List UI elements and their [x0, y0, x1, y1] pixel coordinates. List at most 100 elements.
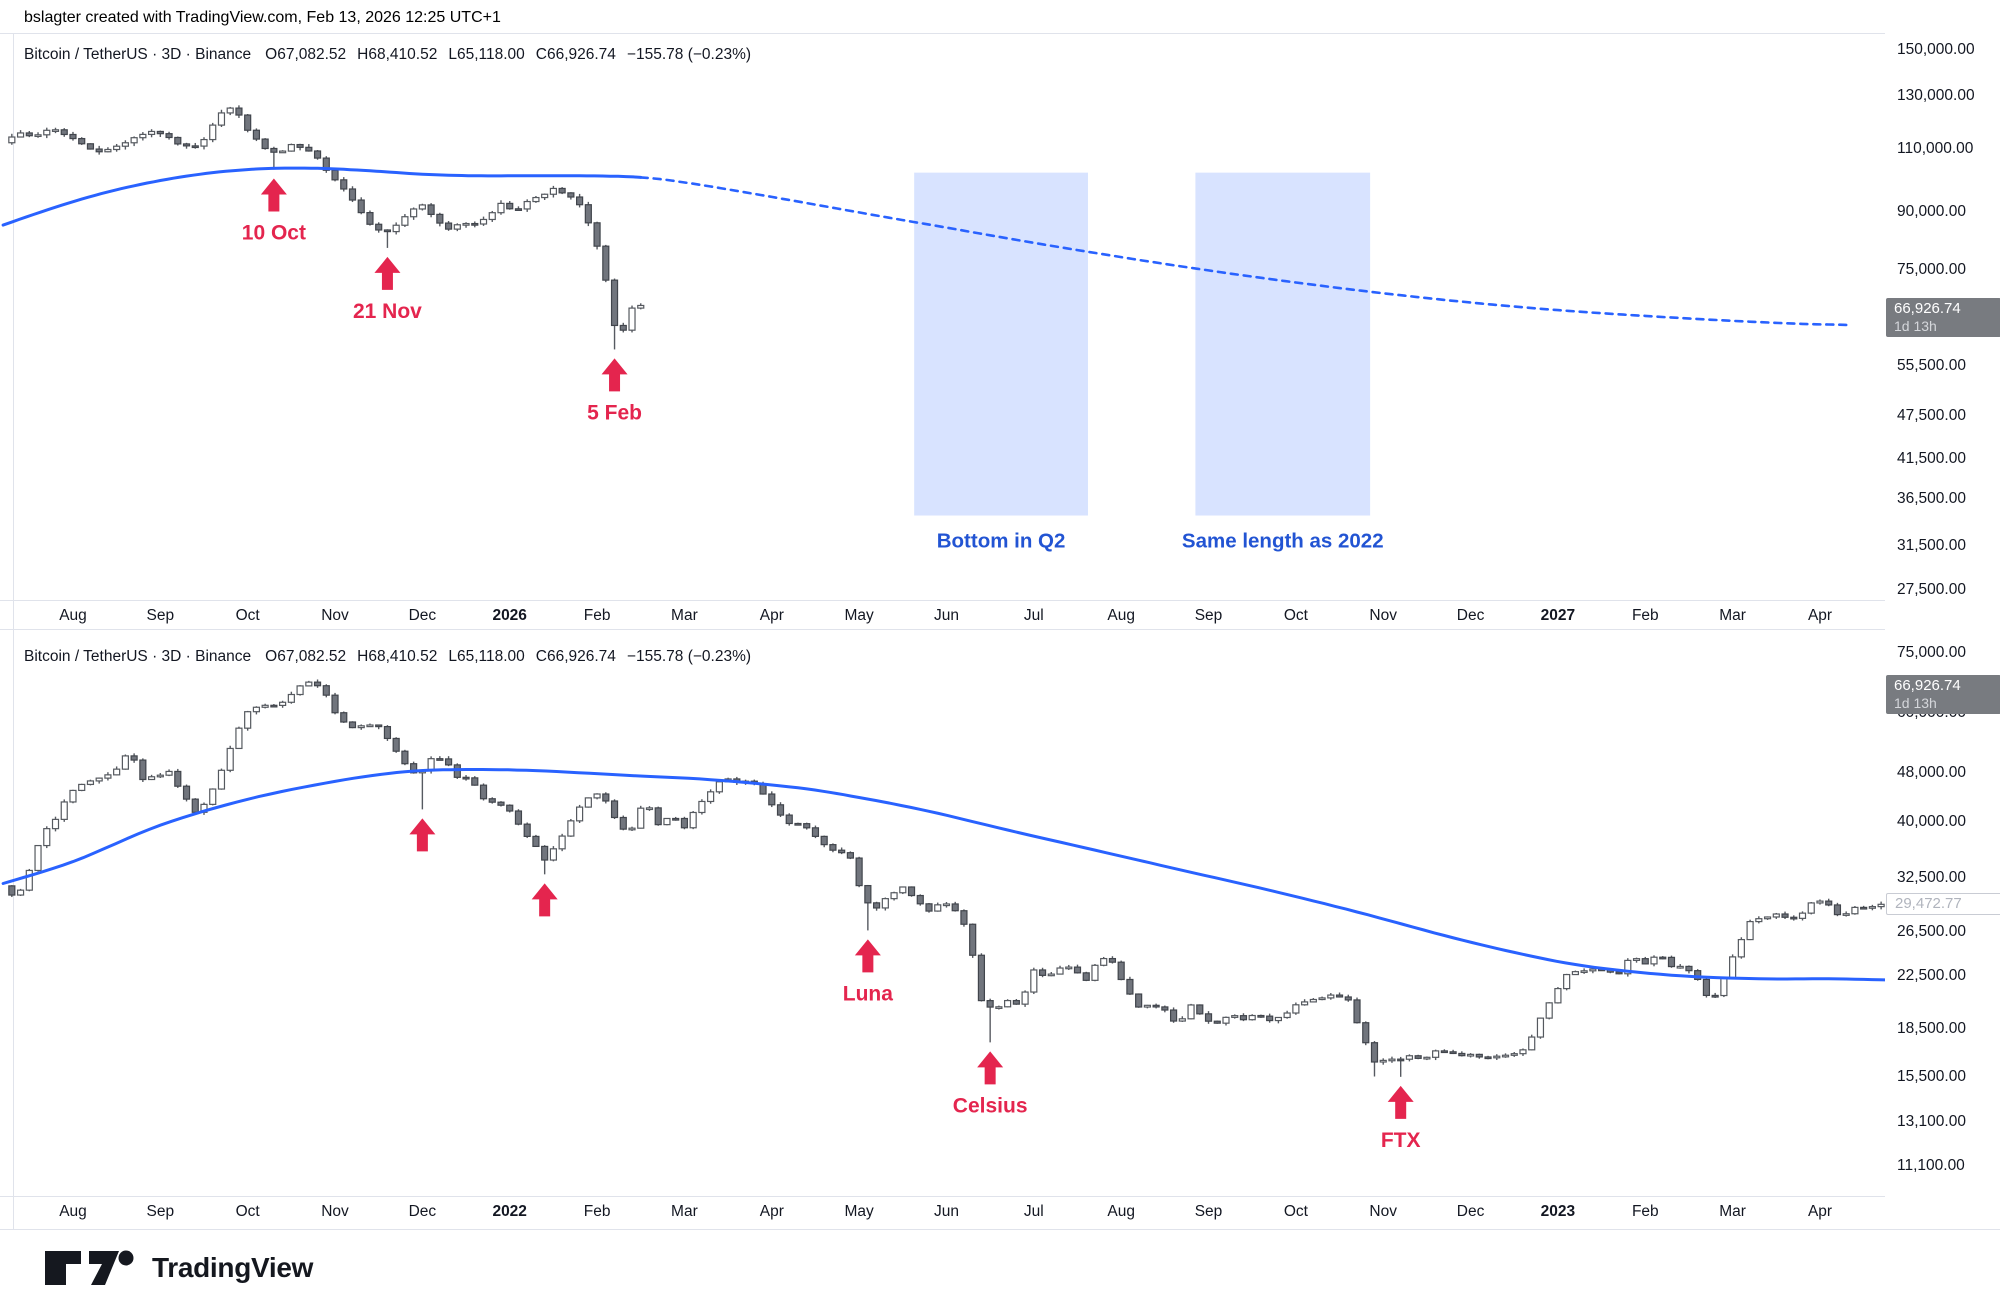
bottom-chart-legend[interactable]: Bitcoin / TetherUS · 3D · Binance O67,082…: [24, 648, 762, 666]
bottom-chart-canvas[interactable]: Luna Celsius FTX: [0, 630, 1892, 1201]
candle-body: [130, 137, 138, 144]
candle-body: [1248, 1014, 1256, 1021]
time-axis-label: Dec: [408, 607, 437, 624]
candle-body: [558, 835, 566, 850]
candle-body: [1676, 965, 1684, 969]
candle-body: [235, 727, 243, 750]
candle-body: [1432, 1050, 1440, 1058]
candle-body: [226, 747, 234, 771]
candle-body: [270, 147, 278, 153]
time-axis-label: Mar: [1719, 1203, 1746, 1220]
time-axis-label: 2026: [492, 607, 527, 624]
candle-body: [602, 245, 610, 281]
candle-body: [8, 885, 16, 896]
candle-body: [357, 199, 365, 214]
candle-body: [532, 196, 540, 203]
time-axis-label: Feb: [1631, 607, 1659, 624]
candle-body: [899, 886, 907, 894]
annotation-arrow-icon: [1387, 1085, 1414, 1119]
candle-body: [313, 150, 322, 159]
candle-body: [1763, 916, 1772, 920]
price-axis[interactable]: 150,000.00 130,000.00 110,000.00 90,000.00 7…: [1885, 33, 2000, 1229]
candle-body: [916, 894, 924, 905]
candle-body: [1842, 913, 1850, 916]
time-axis-label: Jul: [1023, 607, 1044, 624]
candle-body: [1711, 994, 1719, 998]
candle-body: [1816, 900, 1824, 904]
candle-body: [1545, 1002, 1553, 1019]
candle-body: [1169, 1009, 1178, 1022]
candle-body: [1580, 970, 1588, 974]
candle-body: [174, 136, 182, 145]
highlight-zone: [914, 172, 1088, 516]
bottom-time-axis[interactable]: Aug Sep Oct Nov Dec 2022 Feb Mar Apr May Jun Jul Aug…: [0, 1196, 2000, 1225]
candle-body: [645, 807, 654, 811]
candle-body: [1501, 1054, 1510, 1058]
candle-body: [881, 898, 889, 909]
candle-body: [1571, 971, 1579, 976]
ma-200-line: [1, 166, 643, 227]
candle-body: [401, 216, 409, 226]
last-price-value: 66,926.74: [1894, 299, 1961, 317]
left-frame-line: [13, 33, 14, 1229]
candle-body: [1274, 1016, 1283, 1022]
annotation-label: 5 Feb: [587, 401, 642, 424]
low-value: L65,118.00: [448, 46, 525, 63]
candle-body: [1213, 1020, 1221, 1024]
top-time-axis[interactable]: Aug Sep Oct Nov Dec 2026 Feb Mar Apr May Jun Jul Aug…: [0, 600, 2000, 629]
candle-body: [1327, 994, 1335, 999]
candle-body: [514, 208, 523, 211]
annotation-arrow-icon: [374, 256, 401, 290]
candle-body: [375, 724, 383, 728]
time-axis-label: 2027: [1540, 607, 1576, 624]
time-axis-label: Mar: [671, 607, 698, 624]
time-axis-label: Apr: [759, 607, 784, 624]
candle-body: [1641, 958, 1649, 965]
candle-body: [523, 200, 531, 210]
time-axis-label: Sep: [1194, 1203, 1223, 1220]
candle-body: [383, 725, 392, 740]
candle-body: [287, 693, 295, 703]
candle-body: [523, 823, 531, 837]
candle-body: [864, 884, 872, 904]
candle-body: [1877, 903, 1885, 908]
candle-body: [174, 770, 182, 787]
candle-body: [1536, 1017, 1545, 1038]
candle-body: [1187, 1004, 1195, 1020]
candle-body: [130, 755, 138, 761]
time-axis-label: Oct: [1283, 1203, 1308, 1220]
candle-body: [549, 187, 558, 195]
candle-body: [803, 823, 811, 829]
candle-body: [1624, 959, 1632, 975]
top-chart-canvas[interactable]: Bottom in Q2 Same length as 2022 10 Oct 21 …: [0, 33, 1885, 605]
candle-body: [51, 818, 60, 830]
candle-body: [514, 810, 523, 825]
candle-body: [680, 817, 689, 829]
candle-body: [1047, 973, 1055, 977]
candle-body: [1266, 1015, 1274, 1022]
candle-body: [322, 685, 330, 696]
time-axis-label: 2022: [492, 1203, 527, 1220]
annotation-arrow-icon: [409, 818, 436, 852]
price-axis-tick: 75,000.00: [1897, 261, 1966, 279]
candle-body: [593, 222, 601, 247]
candle-body: [165, 133, 173, 139]
candle-body: [261, 704, 269, 708]
annotation-arrow-icon: [260, 178, 287, 212]
candle-body: [1755, 918, 1763, 923]
candle-body: [1414, 1055, 1422, 1059]
open-value: O67,082.52: [265, 648, 347, 665]
candle-body: [1772, 913, 1780, 918]
candle-body: [768, 793, 776, 806]
candle-body: [1344, 996, 1352, 1001]
candle-body: [69, 789, 77, 803]
candle-body: [637, 807, 645, 829]
candle-body: [348, 188, 357, 201]
candle-body: [34, 844, 42, 872]
candle-body: [462, 776, 470, 780]
price-axis-tick: 11,100.00: [1897, 1157, 1965, 1175]
highlight-zone: [1195, 172, 1371, 516]
price-axis-tick: 31,500.00: [1897, 537, 1966, 555]
top-chart-legend[interactable]: Bitcoin / TetherUS · 3D · Binance O67,082…: [24, 46, 762, 64]
